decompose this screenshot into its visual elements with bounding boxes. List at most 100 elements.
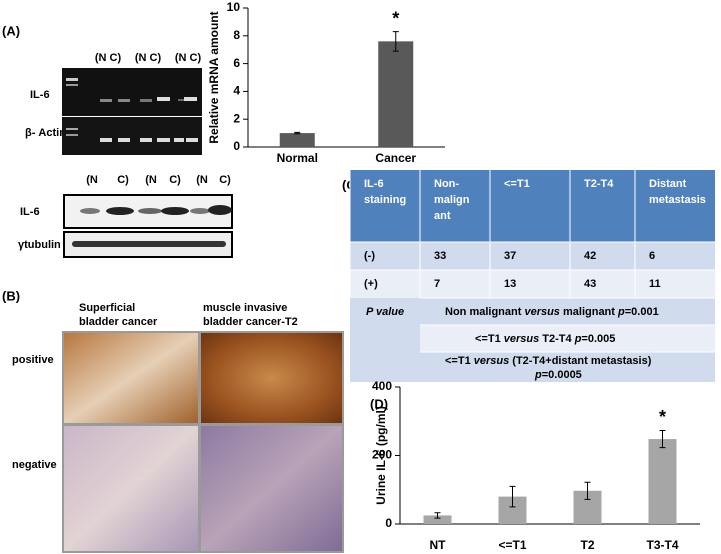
p-text-part: versus	[474, 355, 509, 367]
p-row	[420, 325, 715, 352]
bar	[648, 439, 677, 524]
table-cell: 7	[434, 278, 440, 290]
lane-label: (N C)	[95, 52, 122, 64]
y-tick-label: 8	[233, 28, 240, 42]
lane-label: (N C)	[175, 52, 202, 64]
error-bar	[434, 512, 441, 519]
gel-row-label: IL-6	[20, 206, 40, 218]
blot-bands	[72, 205, 232, 247]
header-row	[350, 170, 715, 242]
bar	[279, 133, 315, 147]
table-cell: 6	[649, 250, 655, 262]
gel-row-label: γtubulin	[18, 239, 61, 251]
table-row	[350, 270, 715, 298]
p-value-text: <=T1 versus (T2-T4+distant metastasis) p=…	[445, 355, 652, 381]
table-cell: 13	[504, 278, 516, 290]
gel-row-label: β- Actin	[25, 127, 66, 139]
significance-marker: *	[659, 407, 666, 427]
histology-image	[64, 333, 198, 423]
lane-label: C)	[117, 174, 129, 186]
header-cell: IL-6 staining	[364, 178, 406, 206]
column-label: Superficial	[79, 302, 135, 314]
p-text-part: <=T1	[445, 355, 474, 367]
y-tick-label: 0	[385, 516, 392, 530]
p-value-text: <=T1 versus T2-T4 p=0.005	[475, 333, 615, 345]
table-row	[350, 242, 715, 270]
charts: 0 2 4 6 8 10 Relative mRNA amount Normal Cancer *…	[207, 0, 700, 552]
panel-label: (A)	[2, 23, 20, 38]
header-cell: Non-malign ant	[434, 178, 470, 222]
x-tick-label: T2	[580, 538, 594, 552]
p-text-part: p	[534, 369, 542, 381]
bar	[423, 515, 452, 524]
gel-bands	[66, 78, 198, 142]
row-label: negative	[12, 459, 57, 471]
p-label: P value	[366, 306, 404, 318]
error-bar	[584, 481, 591, 500]
significance-marker: *	[392, 8, 399, 28]
row-label: positive	[12, 354, 54, 366]
p-text-part: versus	[524, 306, 559, 318]
gel-row-label: IL-6	[30, 89, 50, 101]
histology-image	[64, 426, 198, 551]
gel-image	[62, 68, 202, 116]
x-tick-label: Cancer	[375, 151, 416, 165]
p-text-part: (T2-T4+distant metastasis)	[509, 355, 651, 367]
header-cell: Distant metastasis	[649, 178, 706, 206]
x-tick-label: NT	[430, 538, 447, 552]
panel-label: (B)	[2, 288, 20, 303]
bar	[378, 41, 414, 147]
lane-label: (N	[145, 174, 157, 186]
p-text-part: p	[617, 306, 625, 318]
table-cell: 42	[584, 250, 596, 262]
gel-image	[62, 117, 202, 155]
p-text-part: =0.005	[581, 333, 615, 345]
lane-label: (N	[196, 174, 208, 186]
p-text-part: versus	[504, 333, 539, 345]
table-cell: 11	[649, 278, 661, 290]
y-tick-label: 2	[233, 111, 240, 125]
y-tick-label: 4	[233, 84, 240, 98]
lane-label: (N C)	[135, 52, 162, 64]
p-value-text: Non malignant versus malignant p=0.001	[445, 306, 659, 318]
p-text-part: Non malignant	[445, 306, 524, 318]
y-tick-label: 0	[233, 139, 240, 153]
table-cell: 37	[504, 250, 516, 262]
p-text-part: p	[574, 333, 582, 345]
p-text-part: =0.0005	[542, 369, 582, 381]
x-tick-label: Normal	[277, 151, 318, 165]
y-tick-label: 200	[372, 448, 392, 462]
table-cell: 43	[584, 278, 596, 290]
x-tick-label: T3-T4	[646, 538, 678, 552]
x-tick-label: <=T1	[498, 538, 526, 552]
p-text-part: malignant	[560, 306, 618, 318]
column-label: muscle invasive	[203, 302, 287, 314]
lane-label: C)	[169, 174, 181, 186]
p-row	[420, 352, 715, 382]
p-row	[420, 298, 715, 325]
y-axis-label: Urine IL-6 (pg/ml)	[374, 406, 388, 505]
column-label: bladder cancer-T2	[203, 316, 298, 328]
header-cell: <=T1	[504, 178, 530, 190]
table-cell: (-)	[364, 250, 375, 262]
y-axis-label: Relative mRNA amount	[207, 11, 221, 143]
error-bar	[392, 31, 399, 52]
p-text-part: =0.001	[625, 306, 659, 318]
table-cell: (+)	[364, 278, 378, 290]
lane-label: (N	[86, 174, 98, 186]
histology-image	[201, 333, 342, 423]
y-tick-label: 6	[233, 56, 240, 70]
error-bar	[509, 485, 516, 508]
error-bar	[659, 429, 666, 449]
histology-image	[201, 426, 342, 551]
p-label-cell	[350, 298, 420, 382]
error-bar	[294, 131, 301, 135]
header-cell: T2-T4	[584, 178, 614, 190]
p-text-part: <=T1	[475, 333, 504, 345]
panel-label: (D)	[370, 396, 388, 411]
y-tick-label: 400	[372, 379, 392, 393]
lane-label: C)	[219, 174, 231, 186]
column-label: bladder cancer	[79, 316, 158, 328]
